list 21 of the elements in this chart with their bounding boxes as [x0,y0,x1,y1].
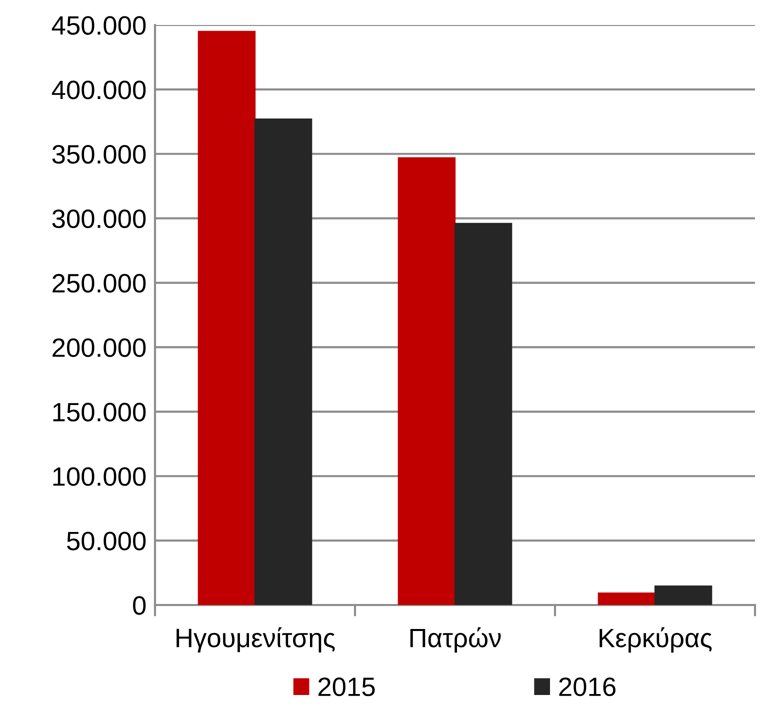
y-tick-label: 300.000 [52,209,146,228]
y-tick-label: 450.000 [52,16,146,35]
y-tick-label: 150.000 [53,402,146,422]
x-tick-label: Πατρών [410,627,501,653]
y-tick-label: 250.000 [52,274,146,293]
y-tick-label: 0 [133,596,146,615]
x-tick-label: Κερκύρας [600,627,712,653]
bar [654,586,712,605]
y-tick-label: 100.000 [53,467,146,486]
y-tick-label: 400.000 [52,80,146,100]
y-tick-label: 200.000 [52,338,146,358]
y-tick-label: 350.000 [52,145,146,164]
bar [254,118,312,605]
x-tick-label: Ηγουμενίτσης [176,627,335,653]
legend-label: 2015 [318,677,375,696]
bar [398,157,456,605]
bar [598,592,656,605]
y-tick-label: 50.000 [67,532,146,550]
legend-label: 2016 [559,677,616,696]
bar [198,30,256,605]
bar [454,222,512,605]
